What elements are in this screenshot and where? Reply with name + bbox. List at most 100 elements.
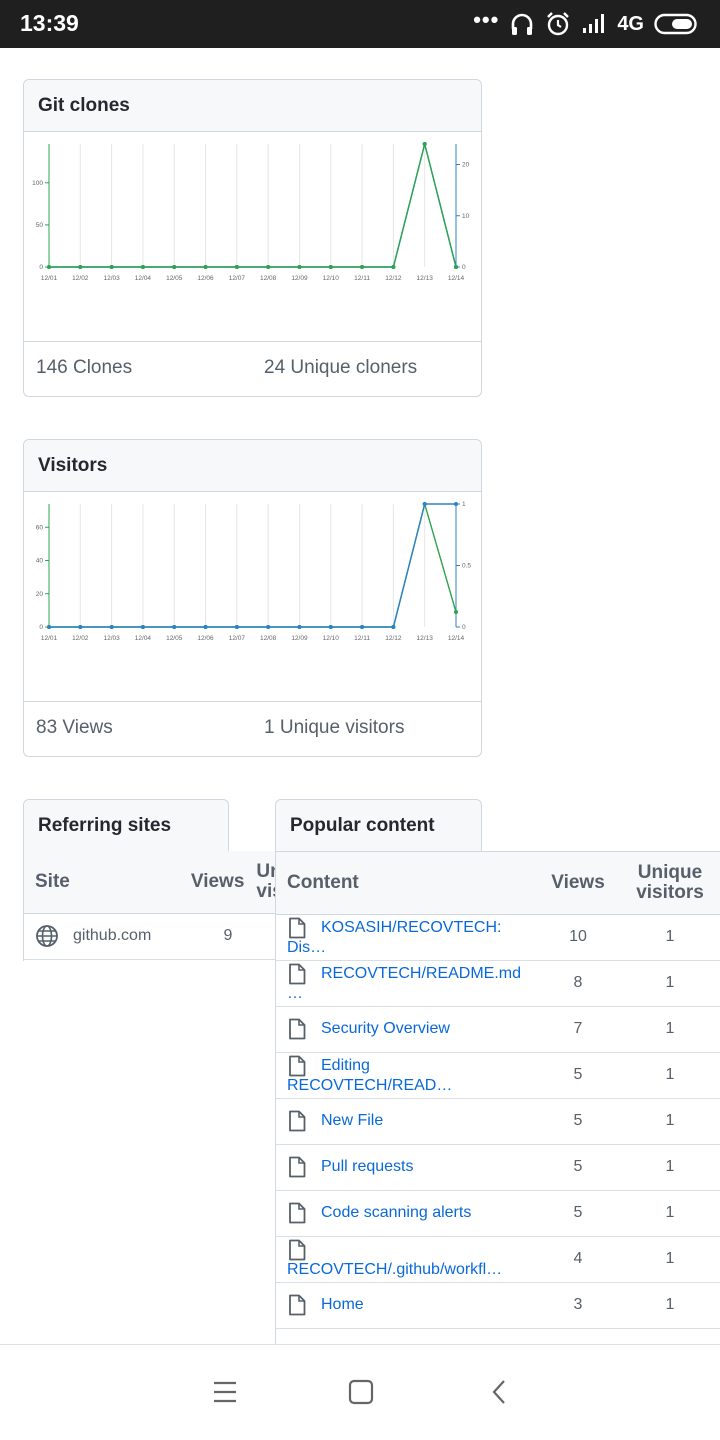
- visitors-x-tick-label: 12/10: [323, 635, 340, 642]
- col-unique-visitors: Unique visitors: [620, 852, 720, 915]
- clones-count: 146 Clones: [36, 357, 133, 378]
- referring-sites-table: Site Views Unique visitors github.com 9: [24, 851, 283, 960]
- table-row[interactable]: Editing RECOVTECH/READ… 5 1: [276, 1052, 720, 1099]
- status-time: 13:39: [20, 10, 79, 36]
- visitors-left-tick-label: 60: [36, 524, 44, 531]
- visitors-data-point: [78, 625, 83, 629]
- visitors-x-tick-label: 12/11: [354, 635, 370, 642]
- visitors-left-tick-label: 40: [36, 558, 44, 565]
- clones-x-tick-label: 12/05: [166, 275, 183, 282]
- content-unique-visitors: 1: [620, 1098, 720, 1145]
- content-link[interactable]: RECOVTECH/.github/workfl…: [287, 1261, 503, 1278]
- views-count: 83 Views: [36, 717, 113, 738]
- clones-x-tick-label: 12/10: [323, 275, 340, 282]
- clones-x-tick-label: 12/01: [41, 275, 58, 282]
- clones-data-point: [422, 142, 427, 146]
- visitors-x-tick-label: 12/04: [135, 635, 152, 642]
- clones-data-point: [328, 265, 333, 269]
- headset-icon: [512, 13, 533, 35]
- site-name: github.com: [73, 927, 152, 945]
- visitors-data-point: [422, 502, 427, 506]
- content-link[interactable]: Pull requests: [321, 1158, 414, 1176]
- git-clones-title: Git clones: [24, 80, 481, 132]
- clones-data-point: [454, 265, 458, 269]
- content-unique-visitors: 1: [620, 914, 720, 961]
- unique-cloners-count: 24 Unique cloners: [264, 357, 418, 378]
- visitors-x-tick-label: 12/07: [229, 635, 246, 642]
- content-unique-visitors: 1: [620, 1236, 720, 1283]
- visitors-x-tick-label: 12/13: [417, 635, 434, 642]
- content-views: 8: [536, 960, 620, 1007]
- clones-x-tick-label: 12/09: [291, 275, 308, 282]
- content-unique-visitors: 1: [620, 1006, 720, 1053]
- content-link[interactable]: KOSASIH/RECOVTECH: Dis…: [287, 919, 502, 956]
- table-row[interactable]: Code scanning alerts 5 1: [276, 1190, 720, 1237]
- table-row[interactable]: RECOVTECH/README.md … 8 1: [276, 960, 720, 1007]
- visitors-x-tick-label: 12/05: [166, 635, 183, 642]
- globe-icon: [36, 925, 58, 947]
- clones-left-tick-label: 100: [32, 180, 43, 187]
- clones-x-tick-label: 12/03: [103, 275, 120, 282]
- visitors-x-tick-label: 12/01: [41, 635, 58, 642]
- file-icon: [289, 1239, 306, 1261]
- visitors-data-point: [360, 625, 365, 629]
- visitors-data-point: [266, 625, 271, 629]
- visitors-x-tick-label: 12/08: [260, 635, 277, 642]
- visitors-data-point: [328, 625, 333, 629]
- clones-data-point: [297, 265, 302, 269]
- git-clones-chart-svg: 12/01 12/02 12/03 12/04 12/05 12/06 12/07 12/08…: [32, 142, 470, 282]
- clones-data-point: [391, 265, 396, 269]
- visitors-chart-svg: 12/01 12/02 12/03 12/04 12/05 12/06 12/07 12/08…: [36, 501, 472, 642]
- visitors-card: Visitors 12/01 12/02 12/03 12/04 12/05 12/06 1…: [23, 439, 482, 757]
- referring-sites-table-wrap[interactable]: Site Views Unique visitors github.com 9: [23, 851, 283, 961]
- content-views: 5: [536, 1144, 620, 1191]
- table-row[interactable]: github.com 9: [24, 913, 283, 960]
- visitors-data-point: [454, 610, 458, 615]
- clones-right-tick-label: 10: [462, 213, 470, 220]
- visitors-chart: 12/01 12/02 12/03 12/04 12/05 12/06 12/07 12/08…: [24, 492, 481, 702]
- menu-icon[interactable]: [213, 1379, 237, 1405]
- traffic-page[interactable]: Git clones 12/01 12/02 12/03 12/04 12/05 12/0…: [0, 48, 720, 1344]
- clones-series-line: [49, 143, 457, 268]
- status-icons: ••• 4G: [473, 9, 700, 39]
- clones-data-point: [234, 265, 239, 269]
- table-row[interactable]: Home 3 1: [276, 1282, 720, 1329]
- referring-sites-tab: Referring sites: [23, 799, 229, 852]
- clones-data-point: [78, 265, 83, 269]
- clones-data-point: [140, 265, 145, 269]
- network-type: 4G: [617, 12, 644, 35]
- visitors-right-tick-label: 0: [462, 624, 466, 631]
- table-row[interactable]: New File 5 1: [276, 1098, 720, 1145]
- clones-x-tick-label: 12/11: [354, 275, 370, 282]
- content-unique-visitors: 1: [620, 1052, 720, 1099]
- content-link[interactable]: New File: [321, 1112, 384, 1130]
- content-link[interactable]: Security Overview: [321, 1020, 450, 1038]
- clones-x-tick-label: 12/07: [229, 275, 246, 282]
- content-views: 5: [536, 1098, 620, 1145]
- table-row[interactable]: RECOVTECH/.github/workfl… 4 1: [276, 1236, 720, 1283]
- content-link[interactable]: Code scanning alerts: [321, 1204, 472, 1222]
- popular-content-table: Content Views Unique visitors KOSASIH/RE…: [276, 852, 720, 1329]
- popular-content-tab: Popular content: [275, 799, 482, 852]
- visitors-data-point: [109, 625, 114, 629]
- clones-data-point: [203, 265, 208, 269]
- table-row[interactable]: Pull requests 5 1: [276, 1144, 720, 1191]
- visitors-x-tick-label: 12/03: [103, 635, 120, 642]
- home-icon[interactable]: [348, 1379, 374, 1405]
- col-site: Site: [24, 851, 162, 914]
- content-unique-visitors: 1: [620, 960, 720, 1007]
- visitors-data-point: [203, 625, 208, 629]
- content-link[interactable]: RECOVTECH/README.md …: [287, 965, 522, 1002]
- file-icon: [289, 1156, 306, 1178]
- table-row[interactable]: KOSASIH/RECOVTECH: Dis… 10 1: [276, 914, 720, 961]
- content-link[interactable]: Home: [321, 1296, 364, 1314]
- visitors-x-tick-label: 12/14: [448, 635, 465, 642]
- content-link[interactable]: Editing RECOVTECH/READ…: [287, 1057, 453, 1094]
- back-icon[interactable]: [488, 1379, 512, 1405]
- visitors-series-line: [49, 503, 456, 628]
- signal-icon: [583, 14, 605, 33]
- clones-x-tick-label: 12/08: [260, 275, 277, 282]
- popular-content-table-wrap[interactable]: Content Views Unique visitors KOSASIH/RE…: [275, 851, 720, 1344]
- table-row[interactable]: Security Overview 7 1: [276, 1006, 720, 1053]
- visitors-x-tick-label: 12/12: [385, 635, 402, 642]
